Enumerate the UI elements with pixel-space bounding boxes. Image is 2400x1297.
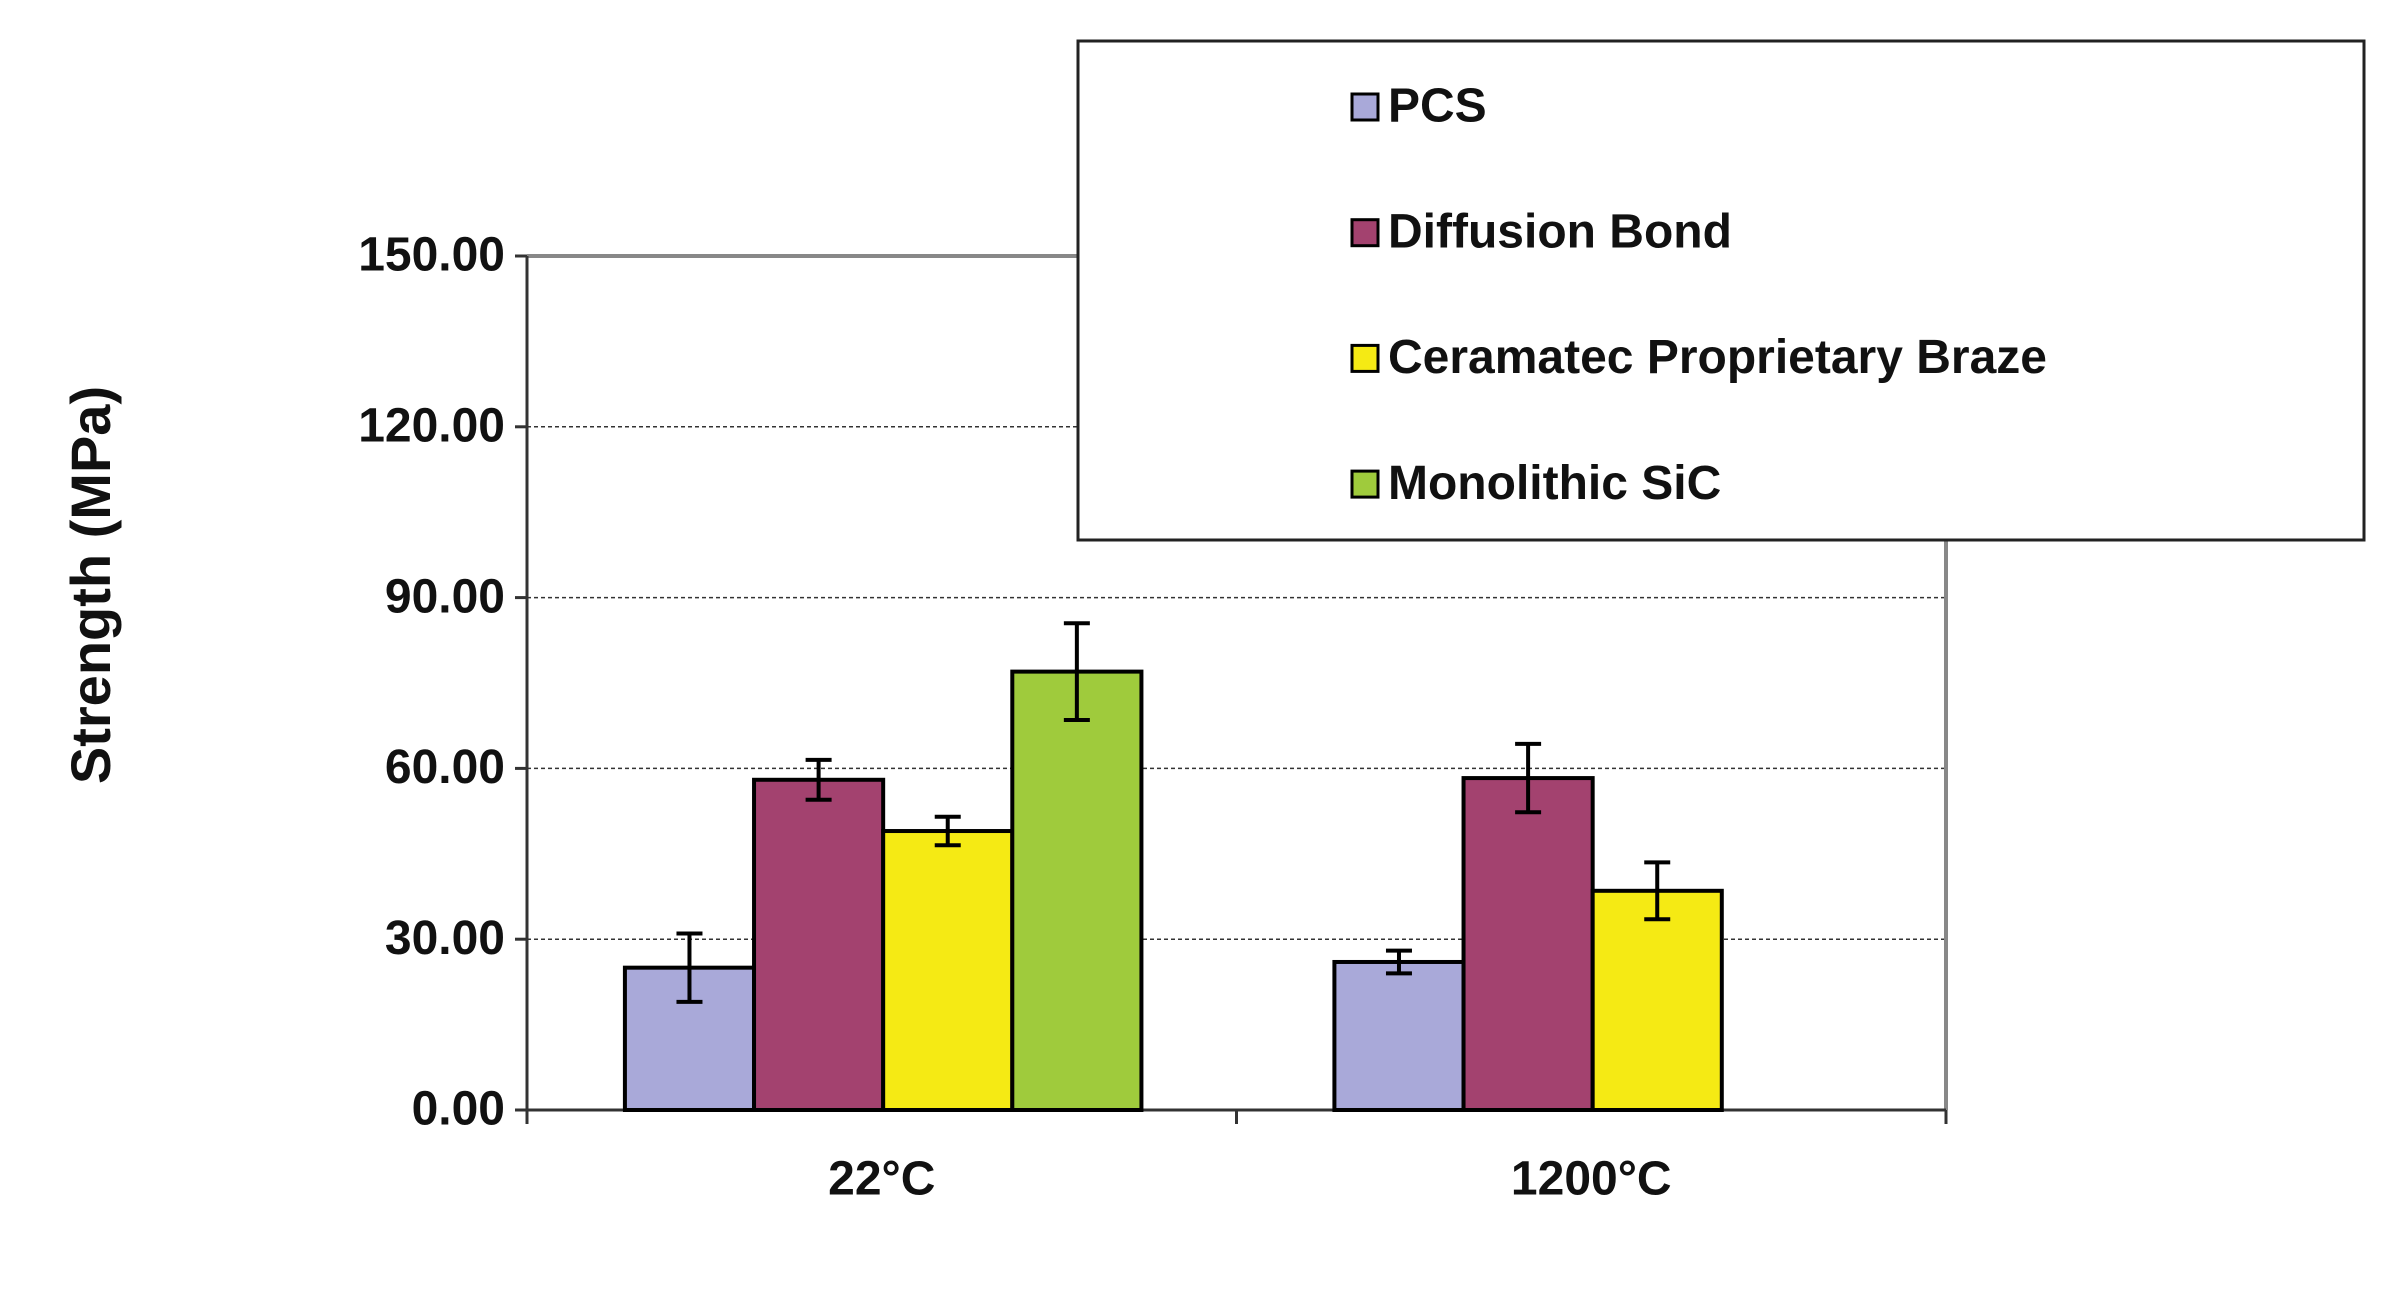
legend-label: Diffusion Bond (1388, 205, 1732, 258)
error-bar (1385, 948, 1412, 976)
bar (1590, 888, 1724, 1112)
legend-label: Ceramatec Proprietary Braze (1388, 331, 2047, 384)
legend-swatch (1350, 218, 1380, 248)
error-bar (676, 931, 703, 1004)
error-bar (805, 757, 832, 802)
bar (1332, 959, 1466, 1112)
legend-swatch (1350, 469, 1380, 499)
x-tick-label: 22°C (828, 1153, 935, 1206)
y-tick-label: 150.00 (358, 229, 505, 282)
bar (1010, 669, 1144, 1112)
error-bar (1063, 621, 1090, 723)
y-tick-label: 120.00 (358, 399, 505, 452)
legend-swatch (1350, 343, 1380, 373)
legend-box (1076, 39, 2366, 542)
bar (881, 829, 1015, 1112)
legend-swatch (1350, 92, 1380, 122)
y-tick-label: 60.00 (385, 741, 505, 794)
bar (1461, 776, 1595, 1112)
y-tick-label: 90.00 (385, 570, 505, 623)
legend: PCS Diffusion Bond Ceramatec Proprietary B… (1076, 39, 2366, 542)
x-tick-label: 1200°C (1511, 1153, 1672, 1206)
bar (752, 777, 886, 1113)
y-tick-label: 0.00 (412, 1083, 505, 1136)
y-axis-label: Strength (MPa) (59, 386, 122, 784)
error-bar (1644, 860, 1671, 922)
legend-label: Monolithic SiC (1388, 457, 1721, 510)
legend-label: PCS (1388, 80, 1487, 133)
error-bar (934, 814, 961, 848)
error-bar (1515, 741, 1542, 815)
y-tick-label: 30.00 (385, 912, 505, 965)
